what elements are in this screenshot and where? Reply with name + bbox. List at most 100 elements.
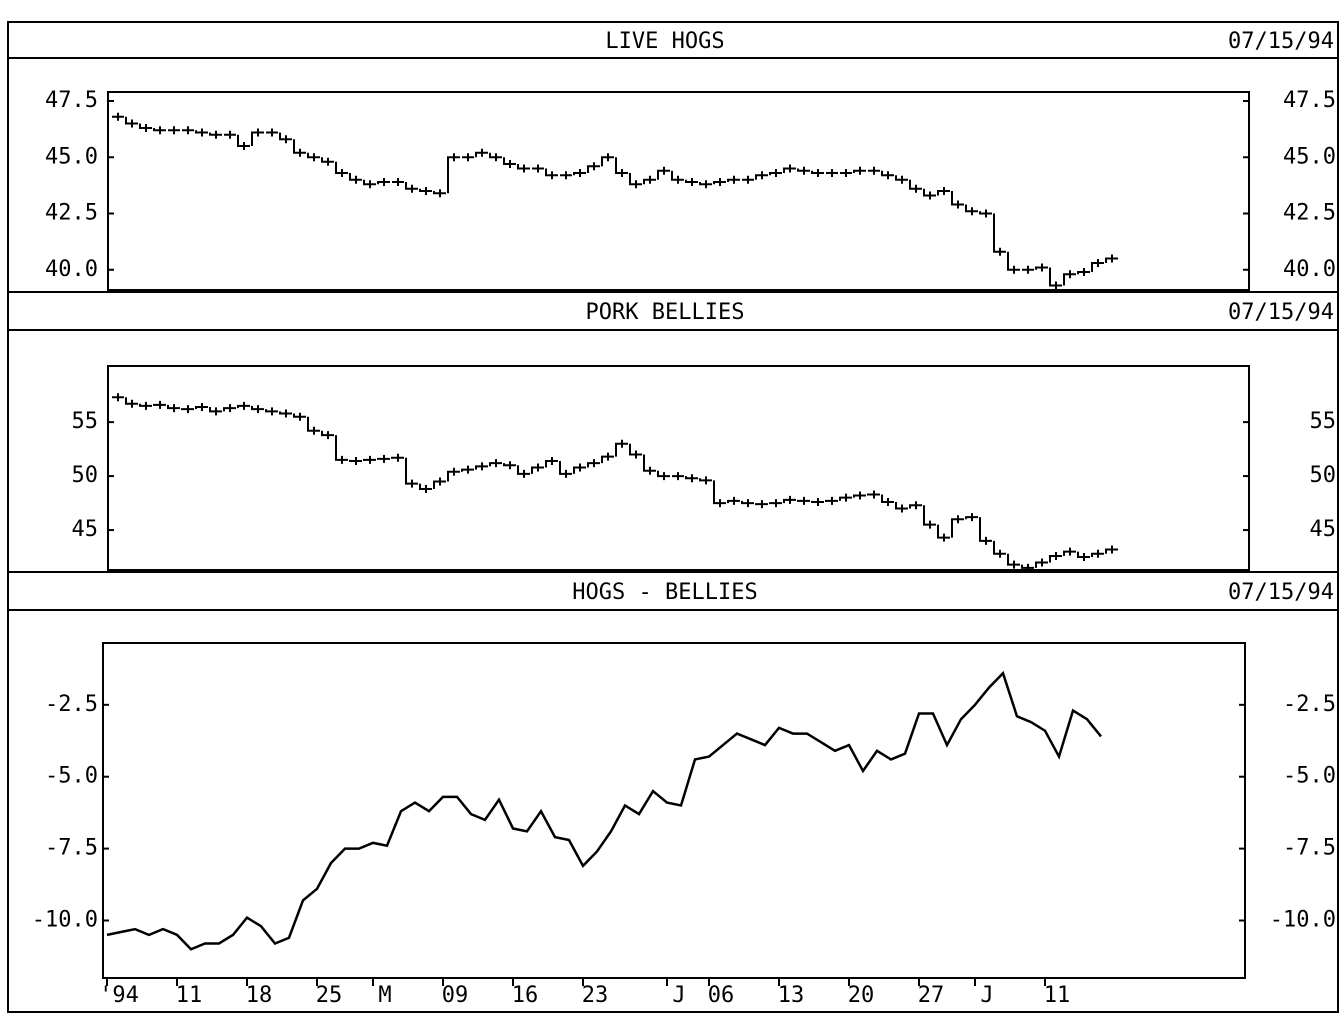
price-step: [475, 462, 488, 471]
price-step: [727, 496, 740, 505]
price-step: [1105, 254, 1118, 263]
y-tick-label-right: 50: [1310, 463, 1337, 488]
price-step: [573, 463, 586, 474]
price-step: [867, 490, 880, 499]
y-tick-label-right: 42.5: [1283, 201, 1336, 226]
price-step: [769, 499, 782, 508]
price-step: [797, 166, 810, 175]
panel-date: 07/15/94: [1228, 580, 1334, 605]
panel-title: LIVE HOGS: [605, 29, 724, 54]
price-step: [405, 182, 418, 193]
price-step: [601, 452, 614, 464]
price-step: [755, 500, 768, 509]
price-step: [349, 173, 362, 184]
price-step: [363, 455, 376, 464]
price-step: [811, 498, 824, 506]
price-step: [643, 454, 656, 475]
price-step: [433, 189, 446, 198]
price-step: [615, 157, 628, 177]
price-step: [839, 493, 852, 502]
price-step: [307, 416, 320, 435]
x-tick-label: J: [980, 983, 993, 1008]
price-step: [937, 187, 950, 196]
price-step: [1091, 259, 1104, 272]
price-step: [1035, 263, 1048, 272]
price-step: [125, 116, 138, 128]
price-step: [951, 191, 964, 209]
price-step: [168, 126, 180, 135]
price-step: [517, 465, 530, 478]
price-step: [713, 480, 726, 508]
price-step: [251, 405, 264, 414]
price-step: [265, 407, 278, 416]
price-step: [657, 470, 670, 481]
price-step: [643, 175, 656, 185]
y-tick-label: 45: [72, 517, 99, 542]
price-step: [139, 123, 152, 132]
price-step: [112, 393, 124, 402]
price-step: [223, 404, 236, 413]
price-step: [181, 405, 194, 414]
price-step: [979, 209, 992, 218]
price-step: [517, 164, 530, 173]
price-step: [685, 474, 698, 483]
price-step: [601, 153, 614, 167]
price-step: [209, 407, 222, 416]
y-tick-label: -7.5: [45, 836, 98, 861]
y-tick-label-right: -7.5: [1283, 836, 1336, 861]
price-step: [587, 162, 600, 173]
y-tick-label: 40.0: [45, 257, 98, 282]
price-step: [251, 128, 264, 146]
x-tick-label: J: [672, 983, 685, 1008]
y-tick-label-right: 40.0: [1283, 257, 1336, 282]
plot-frame: [107, 91, 1250, 291]
price-step: [489, 152, 502, 162]
y-tick-label: 42.5: [45, 201, 98, 226]
x-tick-label: 09: [442, 983, 469, 1008]
price-step: [349, 456, 362, 465]
price-step: [699, 476, 712, 485]
price-step: [447, 467, 460, 482]
price-step: [853, 166, 866, 175]
price-step: [1035, 558, 1048, 568]
price-step: [895, 175, 908, 184]
price-step: [321, 430, 334, 440]
price-step: [279, 409, 292, 418]
price-step: [392, 178, 404, 186]
price-step: [1077, 551, 1090, 562]
x-tick-label: 23: [582, 983, 609, 1008]
price-step: [965, 204, 978, 216]
price-step: [377, 454, 390, 463]
price-step: [742, 175, 754, 184]
outer-frame: [7, 21, 1339, 1013]
price-step: [727, 175, 740, 184]
price-step: [881, 170, 894, 180]
price-step: [1021, 563, 1034, 572]
price-step: [461, 465, 474, 474]
price-step: [266, 128, 278, 137]
price-step: [965, 513, 978, 522]
price-step: [391, 453, 404, 462]
price-step: [489, 459, 502, 468]
price-step: [587, 459, 600, 468]
price-step: [335, 435, 348, 464]
price-step: [769, 169, 782, 177]
panel-title: HOGS - BELLIES: [572, 580, 757, 605]
price-step: [195, 128, 208, 137]
price-step: [153, 400, 166, 409]
price-step: [629, 173, 642, 189]
price-step: [1049, 267, 1062, 290]
x-tick-label: M: [378, 983, 391, 1008]
price-step: [293, 139, 306, 157]
price-step: [993, 213, 1006, 256]
price-step: [531, 463, 544, 474]
plot-frame: [107, 365, 1250, 571]
price-step: [167, 404, 180, 413]
price-step: [840, 169, 852, 177]
y-tick-label-right: 45.0: [1283, 144, 1336, 169]
y-tick-label: 55: [72, 409, 99, 434]
price-step: [405, 457, 418, 488]
price-step: [825, 496, 838, 505]
price-step: [224, 130, 236, 139]
